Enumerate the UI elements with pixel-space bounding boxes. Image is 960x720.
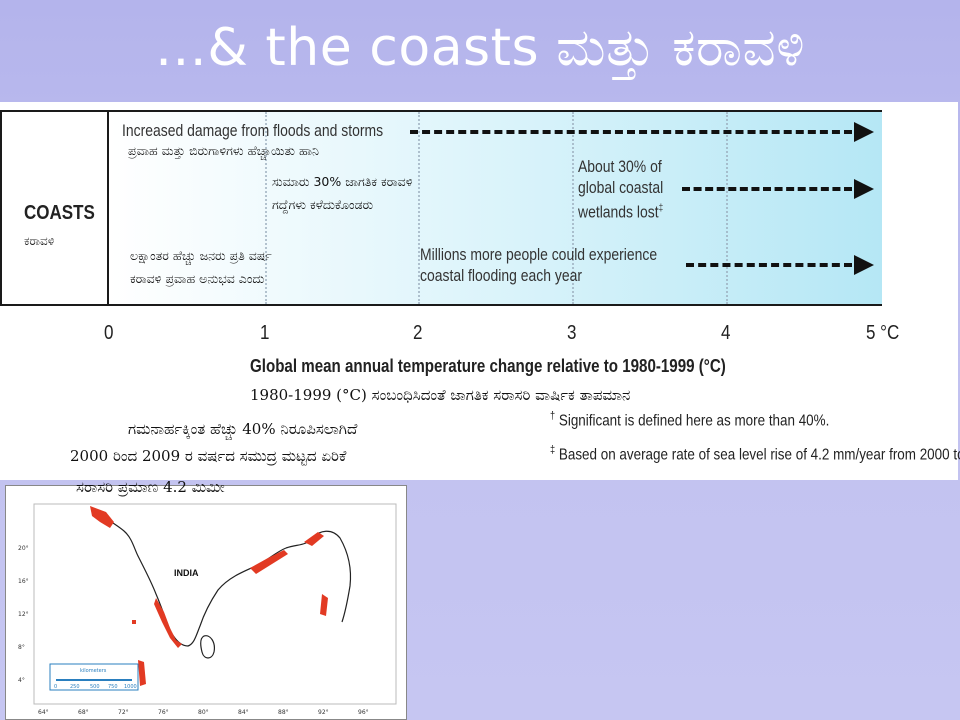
impact-people-arrow-head xyxy=(854,255,874,275)
lon-label-80: 80° xyxy=(198,709,209,716)
lon-label-76: 76° xyxy=(158,709,169,716)
grid-line-1 xyxy=(265,112,267,304)
india-coast-map: 20° 16° 12° 8° 4° 64° 68° 72° 76° 80° 84… xyxy=(5,485,407,720)
row-label: COASTS xyxy=(24,202,95,224)
impact-wetlands-text: About 30% of global coastal wetlands los… xyxy=(578,156,663,223)
scale-tick-750: 750 xyxy=(108,684,118,690)
impact-gradient-area xyxy=(109,112,882,304)
risk-segment-bengal xyxy=(304,532,324,546)
lon-label-96: 96° xyxy=(358,709,369,716)
axis-tick-4: 4 xyxy=(721,322,731,344)
impact-wetlands-kannada-line-2: ಗದ್ದೆಗಳು ಕಳೆದುಕೊಂಡರು xyxy=(272,197,374,212)
scale-tick-500: 500 xyxy=(90,684,100,690)
footnote-marker-dagger: † xyxy=(550,410,556,422)
footnote-significant-text: Significant is defined here as more than… xyxy=(558,412,830,430)
footnote-marker-double-dagger: ‡ xyxy=(550,444,556,456)
impact-diagram: COASTS ಕರಾವಳಿ Increased damage from floo… xyxy=(0,110,882,306)
lat-label-20: 20° xyxy=(18,545,29,552)
caption-kannada-4: ಸರಾಸರಿ ಪ್ರಮಾಣ 4.2 ಮಿಮೀ xyxy=(76,478,225,496)
impact-wetlands-note-marker: ‡ xyxy=(658,203,664,214)
impact-floods-kannada: ಪ್ರವಾಹ ಮತ್ತು ಬಿರುಗಾಳಿಗಳು ಹೆಚ್ಚಾಯಿತು ಹಾನಿ xyxy=(128,143,320,158)
impact-wetlands-line-3: wetlands lost xyxy=(578,202,659,222)
axis-tick-3: 3 xyxy=(567,322,577,344)
caption-kannada-2: ಗಮನಾರ್ಹಕ್ಕಿಂತ ಹೆಚ್ಚು 40% ನಿರೂಪಿಸಲಾಗಿದೆ xyxy=(128,420,358,438)
lon-label-84: 84° xyxy=(238,709,249,716)
lat-label-12: 12° xyxy=(18,611,29,618)
row-label-column: COASTS ಕರಾವಳಿ xyxy=(2,112,109,304)
scale-tick-250: 250 xyxy=(70,684,80,690)
grid-line-3 xyxy=(572,112,574,304)
risk-segment-kerala xyxy=(154,598,182,648)
impact-people-line-1: Millions more people could experience xyxy=(420,245,658,264)
axis-tick-2: 2 xyxy=(413,322,423,344)
impact-floods-arrow-head xyxy=(854,122,874,142)
impact-wetlands-arrow-head xyxy=(854,179,874,199)
map-scale-box xyxy=(49,663,139,691)
axis-tick-0: 0 xyxy=(104,322,114,344)
scale-title: kilometers xyxy=(80,668,107,674)
axis-title: Global mean annual temperature change re… xyxy=(250,356,726,376)
caption-kannada-3: 2000 ರಿಂದ 2009 ರ ವರ್ಷದ ಸಮುದ್ರ ಮಟ್ಟದ ಏರಿಕ… xyxy=(70,447,347,465)
lat-label-16: 16° xyxy=(18,578,29,585)
impact-people-kannada-line-2: ಕರಾವಳಿ ಪ್ರವಾಹ ಅನುಭವ ಎಂದು xyxy=(130,271,265,286)
lon-label-64: 64° xyxy=(38,709,49,716)
impact-wetlands-kannada: ಸುಮಾರು 30% ಜಾಗತಿಕ ಕರಾವಳಿ ಗದ್ದೆಗಳು ಕಳೆದುಕ… xyxy=(272,170,413,216)
impact-people-text: Millions more people could experience co… xyxy=(420,244,657,286)
sri-lanka-outline xyxy=(200,635,215,659)
slide-title: …& the coasts ಮತ್ತು ಕರಾವಳಿ xyxy=(154,18,806,78)
risk-segment-gujarat xyxy=(90,506,114,528)
impact-wetlands-line-2: global coastal xyxy=(578,178,664,197)
impact-people-line-2: coastal flooding each year xyxy=(420,266,582,285)
lon-label-68: 68° xyxy=(78,709,89,716)
row-label-kannada: ಕರಾವಳಿ xyxy=(24,234,55,248)
caption-kannada-1: 1980-1999 (°C) ಸಂಬಂಧಿಸಿದಂತೆ ಜಾಗತಿಕ ಸರಾಸರ… xyxy=(250,386,631,404)
risk-segment-lakshadweep xyxy=(132,620,136,624)
lon-label-92: 92° xyxy=(318,709,329,716)
risk-segment-maldives xyxy=(138,660,146,686)
footnote-sea-level: ‡ Based on average rate of sea level ris… xyxy=(550,444,960,464)
impact-people-kannada: ಲಕ್ಷಾಂತರ ಹೆಚ್ಚು ಜನರು ಪ್ರತಿ ವರ್ಷ ಕರಾವಳಿ ಪ… xyxy=(130,244,272,290)
impact-floods-text: Increased damage from floods and storms xyxy=(122,121,384,140)
grid-line-2 xyxy=(418,112,420,304)
lat-label-8: 8° xyxy=(18,644,25,651)
axis-tick-1: 1 xyxy=(260,322,270,344)
impact-floods-arrow-line xyxy=(410,130,852,134)
scale-tick-1000: 1000 xyxy=(124,684,137,690)
india-map-svg: 20° 16° 12° 8° 4° 64° 68° 72° 76° 80° 84… xyxy=(18,503,397,716)
lat-label-4: 4° xyxy=(18,677,25,684)
map-country-label: INDIA xyxy=(174,568,199,578)
footnote-significant: † Significant is defined here as more th… xyxy=(550,410,829,430)
impact-people-kannada-line-1: ಲಕ್ಷಾಂತರ ಹೆಚ್ಚು ಜನರು ಪ್ರತಿ ವರ್ಷ xyxy=(130,248,272,263)
impact-wetlands-kannada-line-1: ಸುಮಾರು 30% ಜಾಗತಿಕ ಕರಾವಳಿ xyxy=(272,174,413,189)
grid-line-4 xyxy=(726,112,728,304)
scale-tick-0: 0 xyxy=(54,684,57,690)
risk-segment-andaman xyxy=(320,594,328,616)
impact-wetlands-line-1: About 30% of xyxy=(578,157,662,176)
lon-label-72: 72° xyxy=(118,709,129,716)
impact-wetlands-arrow-line xyxy=(682,187,852,191)
risk-segment-odisha xyxy=(250,550,288,574)
axis-tick-5: 5 °C xyxy=(866,322,900,344)
impact-people-arrow-line xyxy=(686,263,852,267)
footnote-sea-level-text: Based on average rate of sea level rise … xyxy=(558,446,960,464)
lon-label-88: 88° xyxy=(278,709,289,716)
